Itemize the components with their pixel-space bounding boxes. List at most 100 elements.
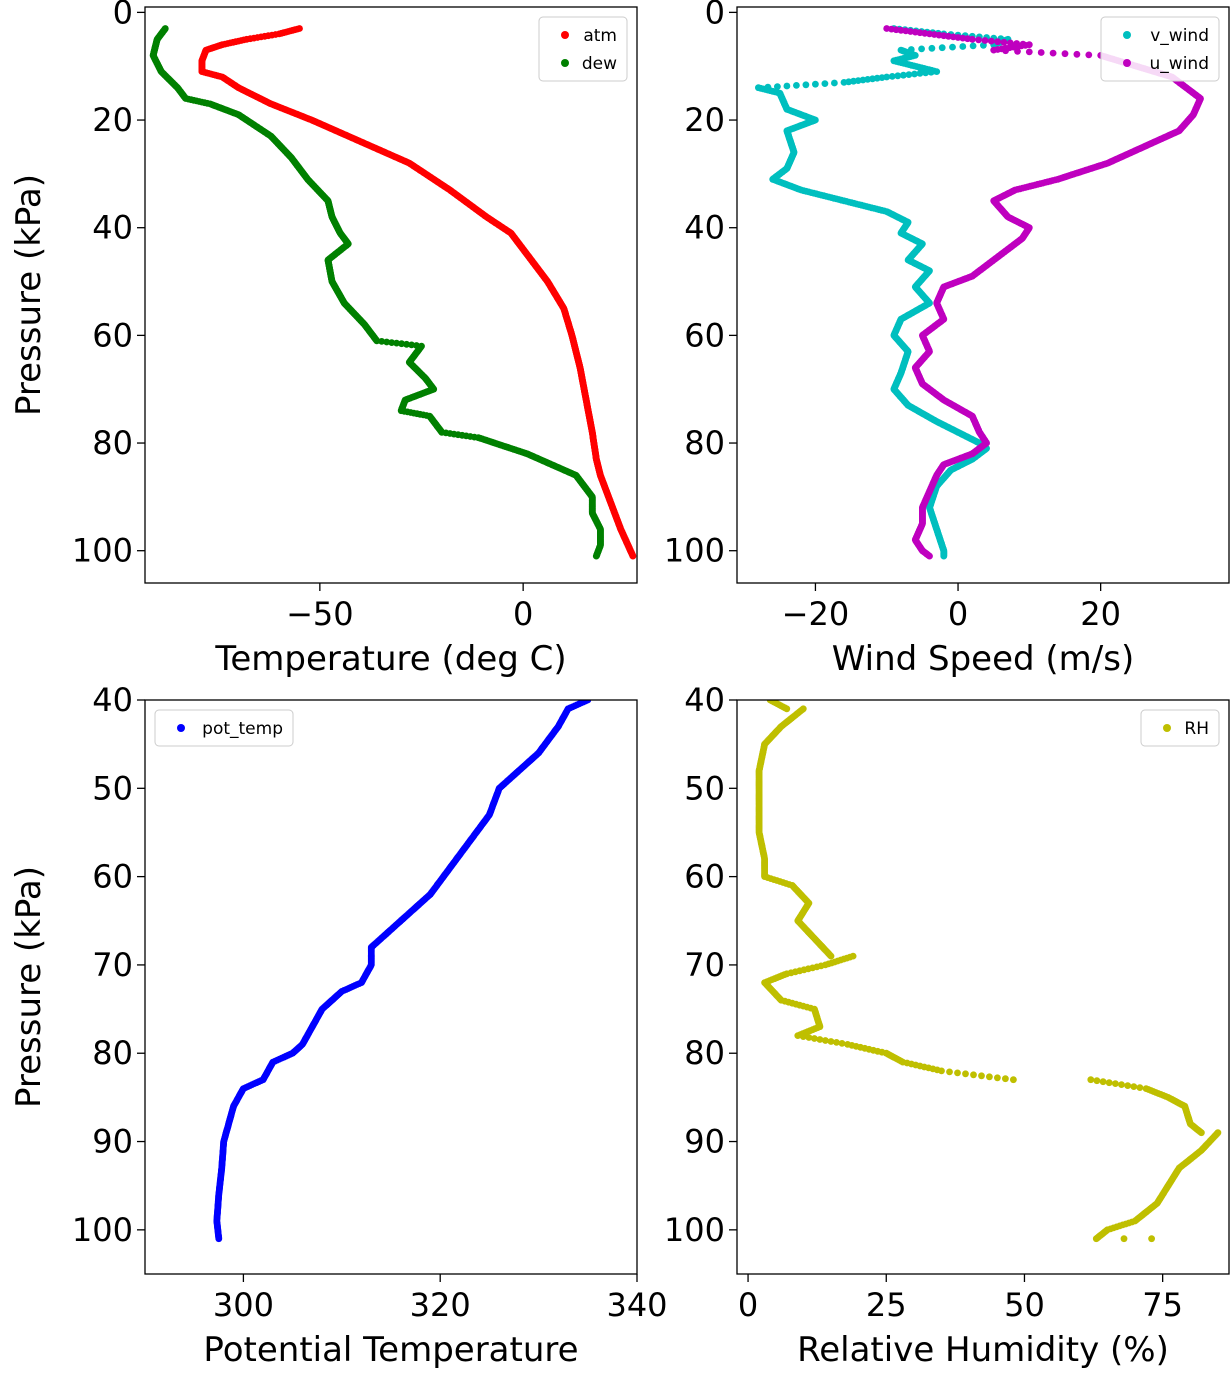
y-tick-label: 50 [684,769,725,807]
y-tick-label: 50 [92,769,133,807]
data-point [1120,1235,1128,1243]
series-pot_temp [213,700,592,1243]
data-point [928,44,936,52]
data-point [398,340,405,348]
data-point [1010,1076,1017,1084]
data-point [969,42,977,50]
x-axis-label: Relative Humidity (%) [797,1330,1169,1370]
x-axis-label: Wind Speed (m/s) [832,639,1134,679]
x-tick-label: 320 [410,1286,471,1324]
data-point [1061,50,1069,58]
x-tick-label: 0 [513,595,533,633]
data-point [954,1069,961,1077]
y-tick-label: 80 [92,424,133,462]
series-v_wind [755,25,1012,560]
legend-label: dew [582,54,617,74]
data-point [783,82,791,90]
y-tick-label: 90 [684,1123,725,1161]
data-point [388,339,396,346]
data-point [1087,1076,1095,1084]
data-point [987,37,995,45]
x-tick-label: −20 [782,595,850,633]
plot-area [755,25,1204,560]
legend-box [154,709,294,747]
y-tick-label: 100 [664,1211,725,1249]
y-tick-label: 80 [684,1034,725,1072]
legend-marker-RH [1163,724,1171,732]
data-point [215,1235,223,1243]
y-tick-label: 0 [113,0,133,31]
legend-marker-atm [561,31,569,39]
legend-marker-v_wind [1123,31,1131,39]
y-tick-label: 70 [684,946,725,984]
x-axis-label: Temperature (deg C) [214,639,566,679]
data-point [916,70,924,77]
y-tick-label: 90 [92,1123,133,1161]
chart-panel-2: −20 0 20 0 20 40 60 80 100 Wind Speed (m/s) v_wind… [664,0,1230,679]
data-point [378,338,386,345]
data-point [774,83,781,90]
series-RH [755,700,1222,1243]
data-point [592,552,600,560]
data-point [793,82,800,89]
y-tick-label: 40 [684,209,725,247]
y-axis-label: Pressure (kPa) [9,174,49,416]
y-tick-label: 100 [72,532,133,570]
data-point [940,552,948,560]
data-point [888,73,896,80]
x-tick-label: 340 [606,1286,667,1324]
y-tick-label: 40 [92,681,133,719]
data-point [794,1032,802,1039]
data-point [1130,1083,1138,1090]
legend: v_wind u_wind [1100,16,1220,82]
data-point [1002,47,1009,55]
y-tick-label: 60 [92,858,133,896]
data-point [1112,1080,1119,1087]
legend: pot_temp [154,709,294,747]
data-point [1124,1082,1132,1089]
legend-marker-dew [561,59,569,67]
data-point [1092,1235,1100,1243]
x-tick-label: 0 [948,595,968,633]
plot-area [213,700,592,1243]
legend-marker-u_wind [1123,59,1131,67]
x-tick-label: 50 [1004,1286,1045,1324]
data-point [975,36,982,44]
y-tick-label: 0 [705,0,725,31]
data-point [959,43,967,50]
plot-frame [144,699,638,1275]
series-atm [198,25,637,560]
y-tick-label: 70 [92,946,133,984]
data-point [994,38,1002,46]
data-point [393,339,400,347]
data-point [1014,47,1021,55]
data-point [812,80,819,88]
legend: RH [1140,709,1220,747]
data-point [1148,1235,1155,1243]
data-point [821,80,829,87]
data-point [1037,49,1045,56]
x-tick-label: 75 [1142,1286,1183,1324]
data-point [403,340,410,348]
y-tick-label: 80 [92,1034,133,1072]
data-point [918,45,925,53]
legend-label: RH [1184,719,1209,739]
plot-area [149,25,637,560]
data-point [922,69,929,77]
data-point [933,68,941,75]
data-point [1118,1081,1125,1088]
y-tick-label: 60 [92,316,133,354]
plot-frame [144,6,638,584]
data-point [1099,1078,1107,1086]
plot-area [755,700,1222,1243]
legend-box [1100,16,1220,82]
data-point [962,1070,969,1078]
data-point [1105,1079,1113,1087]
data-point [1049,49,1057,57]
data-point [1093,1077,1101,1085]
series-dew [149,25,604,560]
x-tick-label: 300 [213,1286,274,1324]
data-point [838,1040,846,1047]
legend: atm dew [538,16,628,82]
data-point [927,68,935,76]
